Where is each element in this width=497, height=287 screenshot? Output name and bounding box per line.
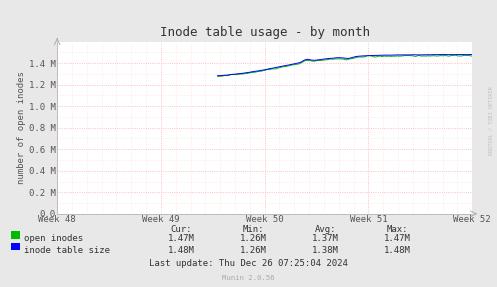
Text: 1.38M: 1.38M xyxy=(312,246,339,255)
Text: 1.48M: 1.48M xyxy=(168,246,195,255)
Text: Avg:: Avg: xyxy=(315,225,336,234)
Text: 1.48M: 1.48M xyxy=(384,246,411,255)
Text: 1.26M: 1.26M xyxy=(240,246,267,255)
Text: Munin 2.0.56: Munin 2.0.56 xyxy=(222,275,275,281)
Text: Max:: Max: xyxy=(387,225,409,234)
Title: Inode table usage - by month: Inode table usage - by month xyxy=(160,26,370,39)
Text: open inodes: open inodes xyxy=(24,234,83,243)
Text: Min:: Min: xyxy=(243,225,264,234)
Text: 1.47M: 1.47M xyxy=(168,234,195,243)
Text: 1.47M: 1.47M xyxy=(384,234,411,243)
Text: 1.37M: 1.37M xyxy=(312,234,339,243)
Text: RRDTOOL / TOBI OETIKER: RRDTOOL / TOBI OETIKER xyxy=(489,86,494,155)
Text: Last update: Thu Dec 26 07:25:04 2024: Last update: Thu Dec 26 07:25:04 2024 xyxy=(149,259,348,268)
Text: inode table size: inode table size xyxy=(24,246,110,255)
Y-axis label: number of open inodes: number of open inodes xyxy=(17,71,26,184)
Text: Cur:: Cur: xyxy=(170,225,192,234)
Text: 1.26M: 1.26M xyxy=(240,234,267,243)
